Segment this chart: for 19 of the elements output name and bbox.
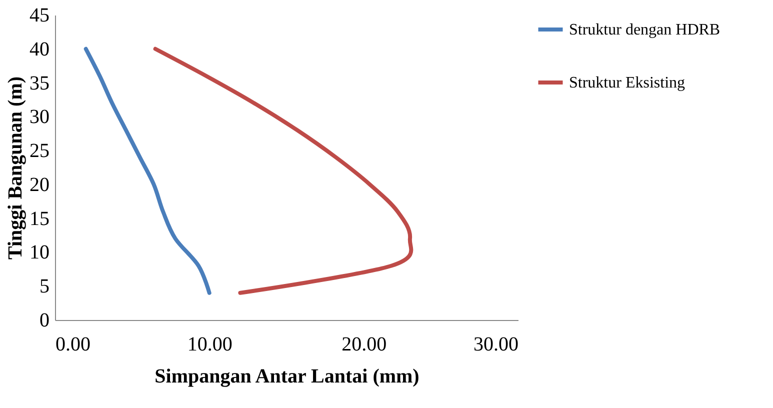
x-tick-label: 0.00 xyxy=(56,334,90,356)
x-tick-label: 10.00 xyxy=(187,334,232,356)
y-tick-label: 30 xyxy=(30,106,50,128)
y-tick-label: 45 xyxy=(30,4,50,26)
y-tick-label: 35 xyxy=(30,72,50,94)
legend-label: Struktur dengan HDRB xyxy=(569,22,720,38)
x-tick-label: 30.00 xyxy=(474,334,518,356)
line-series xyxy=(84,46,212,295)
legend-label: Struktur Eksisting xyxy=(569,74,686,92)
y-tick-label: 0 xyxy=(40,310,50,332)
y-tick-label: 40 xyxy=(30,38,50,60)
y-tick-label: 25 xyxy=(30,140,50,162)
y-tick-label: 10 xyxy=(30,242,50,264)
x-axis-title: Simpangan Antar Lantai (mm) xyxy=(154,366,420,388)
y-tick-label: 15 xyxy=(30,208,50,230)
y-tick-label: 20 xyxy=(30,174,50,196)
y-axis-title: Tinggi Bangunan (m) xyxy=(4,76,26,260)
y-tick-label: 5 xyxy=(40,276,50,298)
x-tick-label: 20.00 xyxy=(342,334,387,356)
